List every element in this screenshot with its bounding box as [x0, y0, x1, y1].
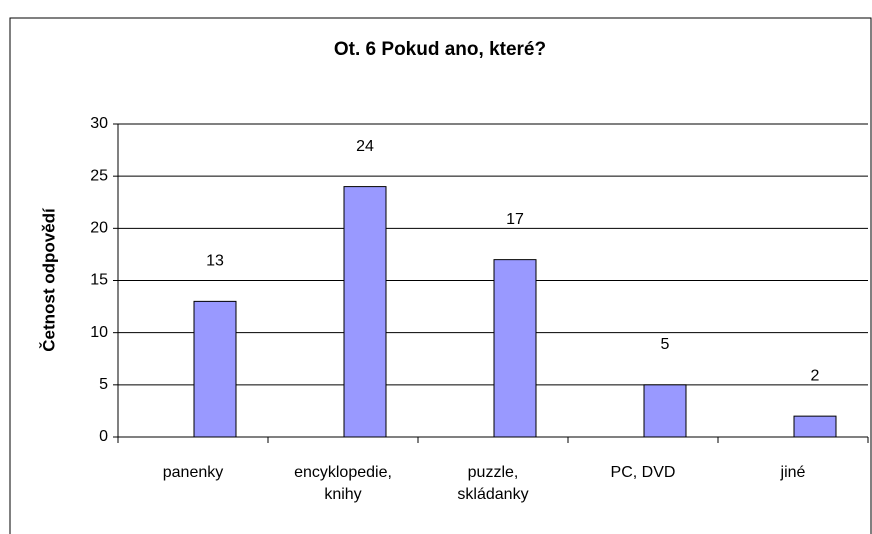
- x-tick-label: puzzle, skládanky: [457, 464, 528, 503]
- y-tick-label: 20: [90, 220, 108, 237]
- chart-border: [9, 17, 872, 534]
- bar: [493, 259, 537, 438]
- bar: [643, 384, 687, 438]
- y-tick-label: 0: [99, 428, 108, 445]
- chart-title: Ot. 6 Pokud ano, které?: [334, 39, 546, 60]
- bar: [343, 186, 387, 438]
- y-axis-label: Četnost odpovědí: [39, 207, 58, 352]
- data-label: 24: [356, 138, 374, 155]
- y-tick-label: 25: [90, 167, 108, 184]
- x-tick-label: jiné: [780, 464, 806, 481]
- y-tick-label: 10: [90, 324, 108, 341]
- data-label: 2: [811, 367, 820, 384]
- x-tick-label: encyklopedie, knihy: [294, 464, 392, 503]
- y-tick-label: 15: [90, 272, 108, 289]
- data-label: 13: [206, 253, 224, 270]
- bar: [193, 300, 237, 438]
- y-tick-label: 30: [90, 115, 108, 132]
- bar: [793, 415, 837, 438]
- data-label: 17: [506, 211, 524, 228]
- x-tick-label: panenky: [163, 464, 224, 481]
- y-tick-label: 5: [99, 376, 108, 393]
- data-label: 5: [661, 336, 670, 353]
- x-tick-label: PC, DVD: [611, 464, 676, 481]
